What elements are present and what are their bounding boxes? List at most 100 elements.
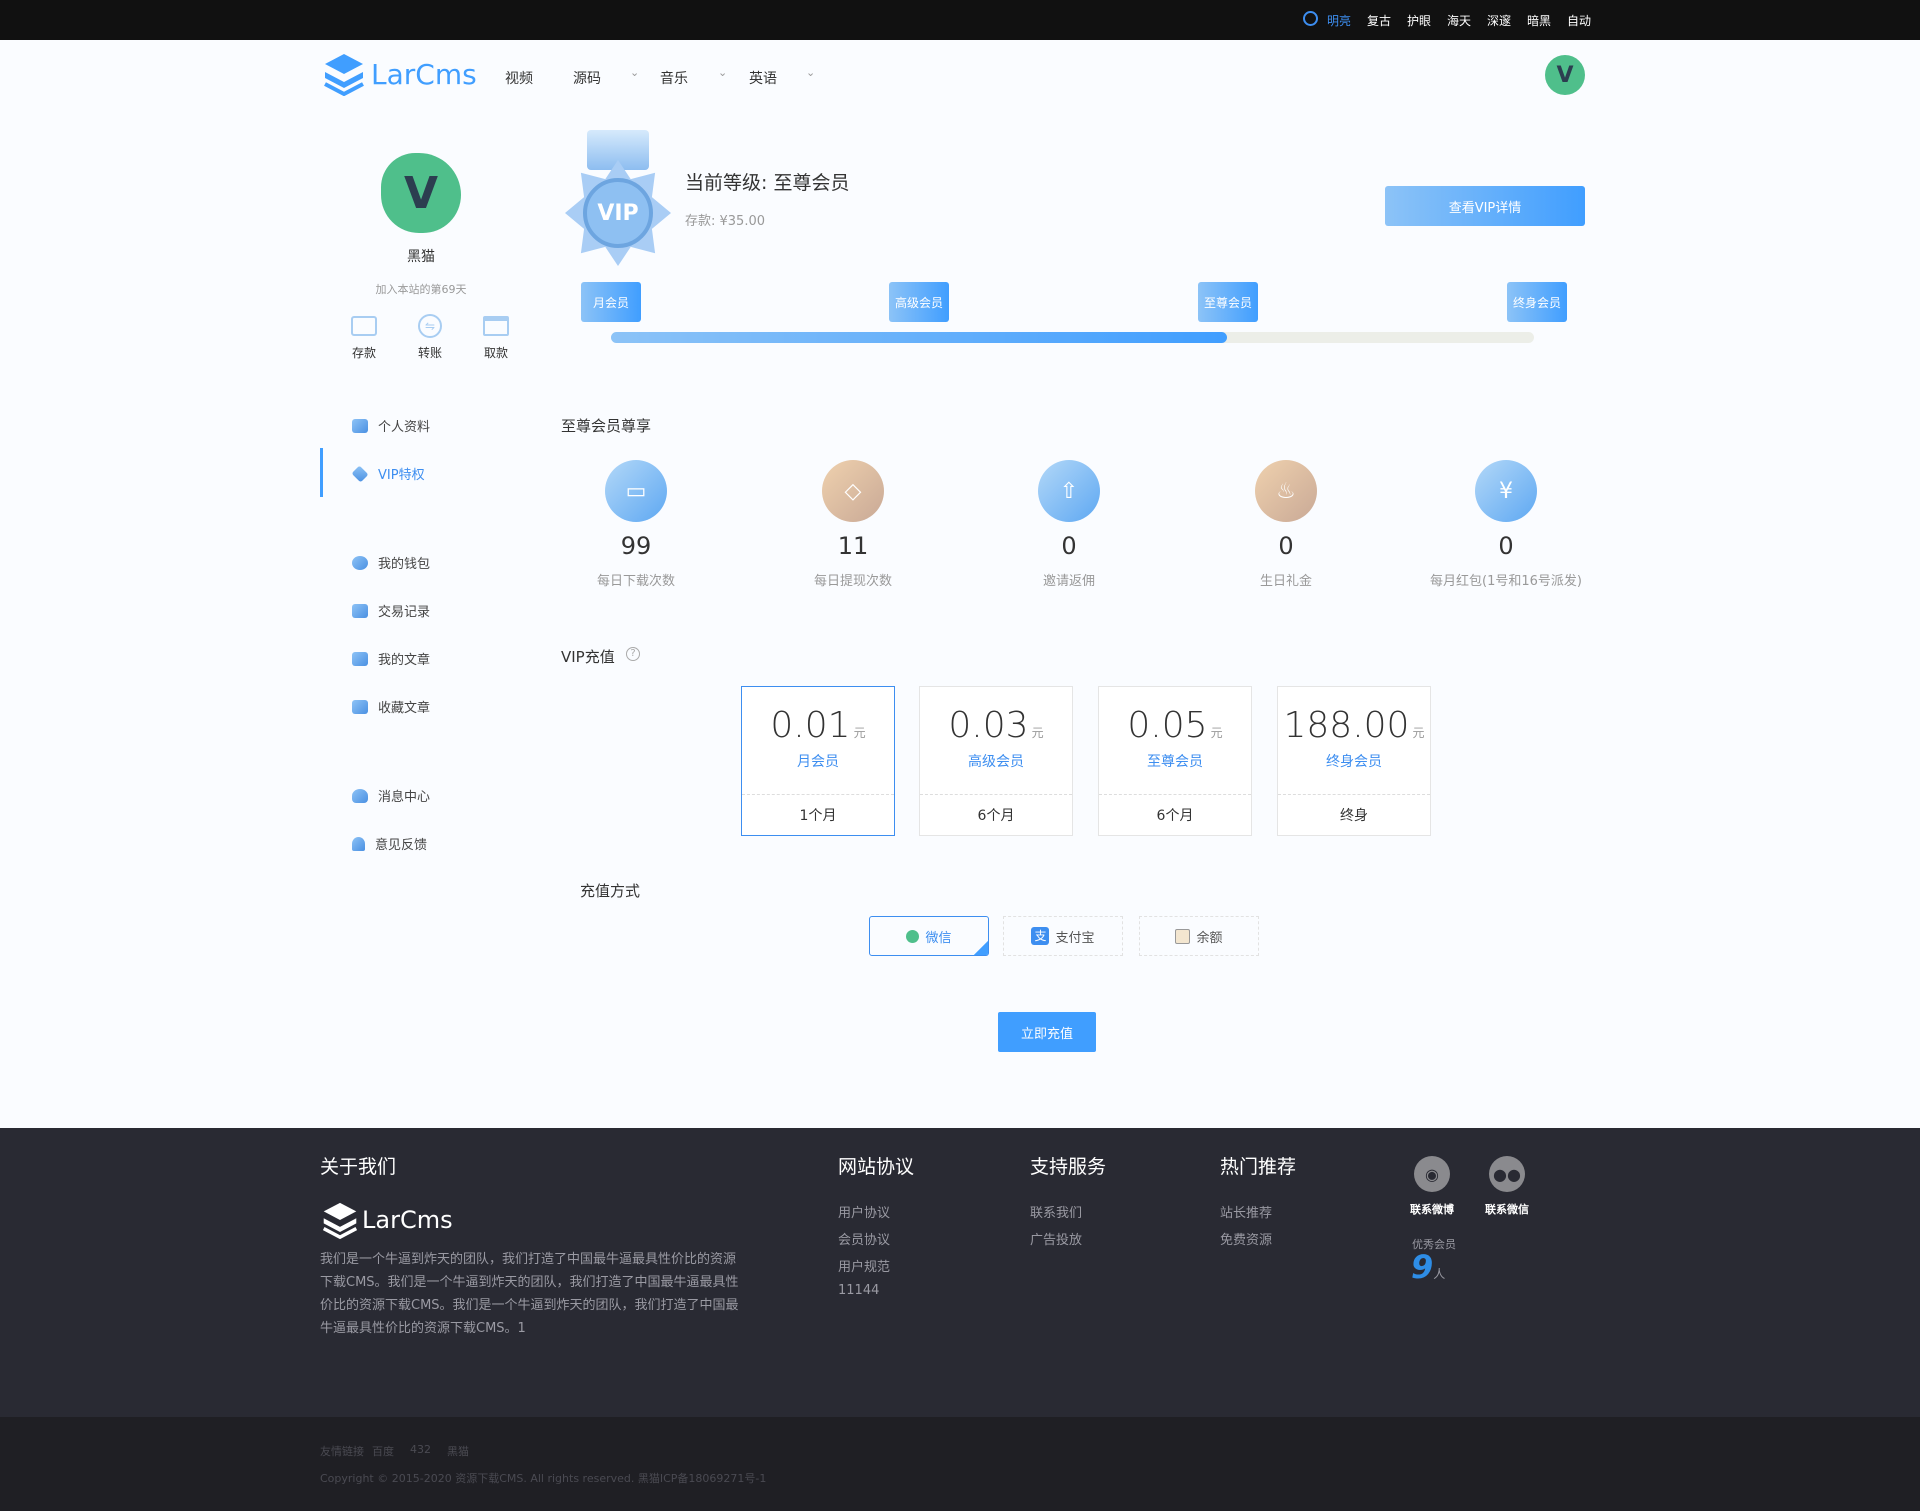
footer-link[interactable]: 联系我们 <box>1030 1206 1083 1221</box>
members-count: 9人 <box>1411 1248 1446 1286</box>
benefit-label: 每月红包(1号和16号派发) <box>1430 574 1582 589</box>
theme-dark[interactable]: 暗黑 <box>1527 14 1552 28</box>
benefit-value: 0 <box>1278 532 1294 560</box>
sidebar-item-profile[interactable]: 个人资料 <box>352 416 430 435</box>
wechat-icon <box>906 929 920 943</box>
sidebar-item-wallet[interactable]: 我的钱包 <box>352 553 430 572</box>
recharge-submit-button[interactable]: 立即充值 <box>998 1012 1096 1052</box>
recharge-title: VIP充值 <box>561 648 615 666</box>
layers-logo-icon <box>322 1202 358 1240</box>
plan-card[interactable]: 0.01 元月会员 1个月 <box>741 686 895 836</box>
footer-link[interactable]: 用户协议 <box>838 1206 891 1221</box>
card-icon <box>483 316 509 336</box>
level-advanced: 高级会员 <box>889 282 949 322</box>
nav-music[interactable]: 音乐 <box>660 71 688 87</box>
benefit-label: 生日礼金 <box>1259 574 1312 589</box>
alipay-icon: 支 <box>1031 927 1050 945</box>
withdraw-button[interactable]: 取款 <box>478 316 514 361</box>
vip-details-button[interactable]: 查看VIP详情 <box>1385 186 1585 226</box>
level-month: 月会员 <box>581 282 641 322</box>
benefit-label: 每日下载次数 <box>596 574 675 589</box>
footer-link[interactable]: 用户规范 <box>838 1260 891 1275</box>
check-icon <box>1303 11 1318 26</box>
chevron-down-icon[interactable]: ⌄ <box>718 66 728 79</box>
balance: 存款: ¥35.00 <box>685 214 765 229</box>
red-packet-icon: ¥ <box>1475 460 1537 522</box>
selected-check-icon <box>973 940 988 955</box>
document-icon <box>352 651 368 666</box>
active-indicator <box>320 448 323 497</box>
pay-alipay[interactable]: 支支付宝 <box>1003 916 1123 956</box>
theme-retro[interactable]: 复古 <box>1367 14 1392 28</box>
layers-logo-icon <box>324 54 364 96</box>
footer-col-title: 网站协议 <box>838 1156 915 1178</box>
sidebar-item-vip[interactable]: VIP特权 <box>351 464 425 483</box>
profile-actions: 存款 ⇋ 转账 取款 <box>346 314 514 361</box>
deposit-button[interactable]: 存款 <box>346 316 382 361</box>
file-edit-icon <box>352 699 368 714</box>
help-icon[interactable]: ? <box>626 647 640 661</box>
theme-eye[interactable]: 护眼 <box>1407 14 1432 28</box>
current-level: 当前等级: 至尊会员 <box>685 172 850 194</box>
benefit-value: 99 <box>620 532 652 560</box>
level-progress-bar <box>611 332 1534 343</box>
theme-light[interactable]: 明亮 <box>1327 14 1352 28</box>
friend-link[interactable]: 黑猫 <box>447 1445 469 1458</box>
join-days: 加入本站的第69天 <box>375 283 467 296</box>
wallet-icon <box>351 316 377 336</box>
theme-sky[interactable]: 海天 <box>1447 14 1472 28</box>
wechat-icon[interactable]: ●● <box>1489 1156 1525 1192</box>
nav-english[interactable]: 英语 <box>749 71 777 87</box>
download-icon: ▭ <box>605 460 667 522</box>
list-icon <box>352 603 368 618</box>
profile-avatar: V <box>381 153 461 233</box>
logo[interactable]: LarCms <box>323 52 477 96</box>
friend-link[interactable]: 百度 <box>372 1445 394 1458</box>
sidebar-item-transactions[interactable]: 交易记录 <box>352 601 430 620</box>
chevron-down-icon[interactable]: ⌄ <box>806 66 816 79</box>
benefits-title: 至尊会员尊享 <box>561 417 652 435</box>
nav-video[interactable]: 视频 <box>505 71 533 87</box>
transfer-icon: ⇋ <box>418 314 442 338</box>
wallet-icon <box>1175 928 1191 944</box>
footer-link[interactable]: 11144 <box>838 1283 880 1298</box>
footer-bottom <box>0 1417 1920 1511</box>
piggy-bank-icon <box>352 555 368 570</box>
wechat-label[interactable]: 联系微信 <box>1485 1203 1529 1216</box>
weibo-label[interactable]: 联系微博 <box>1410 1203 1454 1216</box>
benefit-value: 0 <box>1061 532 1077 560</box>
theme-bar <box>0 0 1920 40</box>
friend-link[interactable]: 432 <box>410 1443 431 1456</box>
footer-link[interactable]: 站长推荐 <box>1220 1206 1273 1221</box>
footer-link[interactable]: 广告投放 <box>1030 1233 1083 1248</box>
footer-link[interactable]: 免费资源 <box>1220 1233 1273 1248</box>
pay-balance[interactable]: 余额 <box>1139 916 1259 956</box>
benefit-value: 0 <box>1498 532 1514 560</box>
sidebar-item-feedback[interactable]: 意见反馈 <box>352 834 427 853</box>
plan-card[interactable]: 0.03 元高级会员 6个月 <box>919 686 1073 836</box>
theme-deep[interactable]: 深邃 <box>1487 14 1512 28</box>
sidebar-item-favorites[interactable]: 收藏文章 <box>352 697 430 716</box>
benefit-label: 邀请返佣 <box>1042 574 1095 589</box>
diamond-icon <box>351 465 369 482</box>
theme-auto[interactable]: 自动 <box>1567 14 1592 28</box>
sidebar-item-messages[interactable]: 消息中心 <box>352 786 430 805</box>
footer-about-text: 我们是一个牛逼到炸天的团队，我们打造了中国最牛逼最具性价比的资源下载CMS。我们… <box>320 1252 739 1336</box>
bell-icon <box>352 836 365 851</box>
cake-icon: ♨ <box>1255 460 1317 522</box>
footer-col-title: 热门推荐 <box>1220 1156 1297 1178</box>
upload-arrow-icon: ⇧ <box>1038 460 1100 522</box>
header-avatar[interactable]: V <box>1545 55 1585 95</box>
plan-card[interactable]: 188.00 元终身会员 终身 <box>1277 686 1431 836</box>
plan-card[interactable]: 0.05 元至尊会员 6个月 <box>1098 686 1252 836</box>
id-card-icon <box>352 418 368 433</box>
footer-logo: LarCms <box>322 1200 453 1240</box>
nav-source[interactable]: 源码 <box>573 71 601 87</box>
sidebar-item-articles[interactable]: 我的文章 <box>352 649 430 668</box>
level-supreme: 至尊会员 <box>1198 282 1258 322</box>
pay-wechat[interactable]: 微信 <box>869 916 989 956</box>
transfer-button[interactable]: ⇋ 转账 <box>412 314 448 361</box>
chevron-down-icon[interactable]: ⌄ <box>630 66 640 79</box>
weibo-icon[interactable]: ◉ <box>1414 1156 1450 1192</box>
footer-link[interactable]: 会员协议 <box>838 1233 891 1248</box>
